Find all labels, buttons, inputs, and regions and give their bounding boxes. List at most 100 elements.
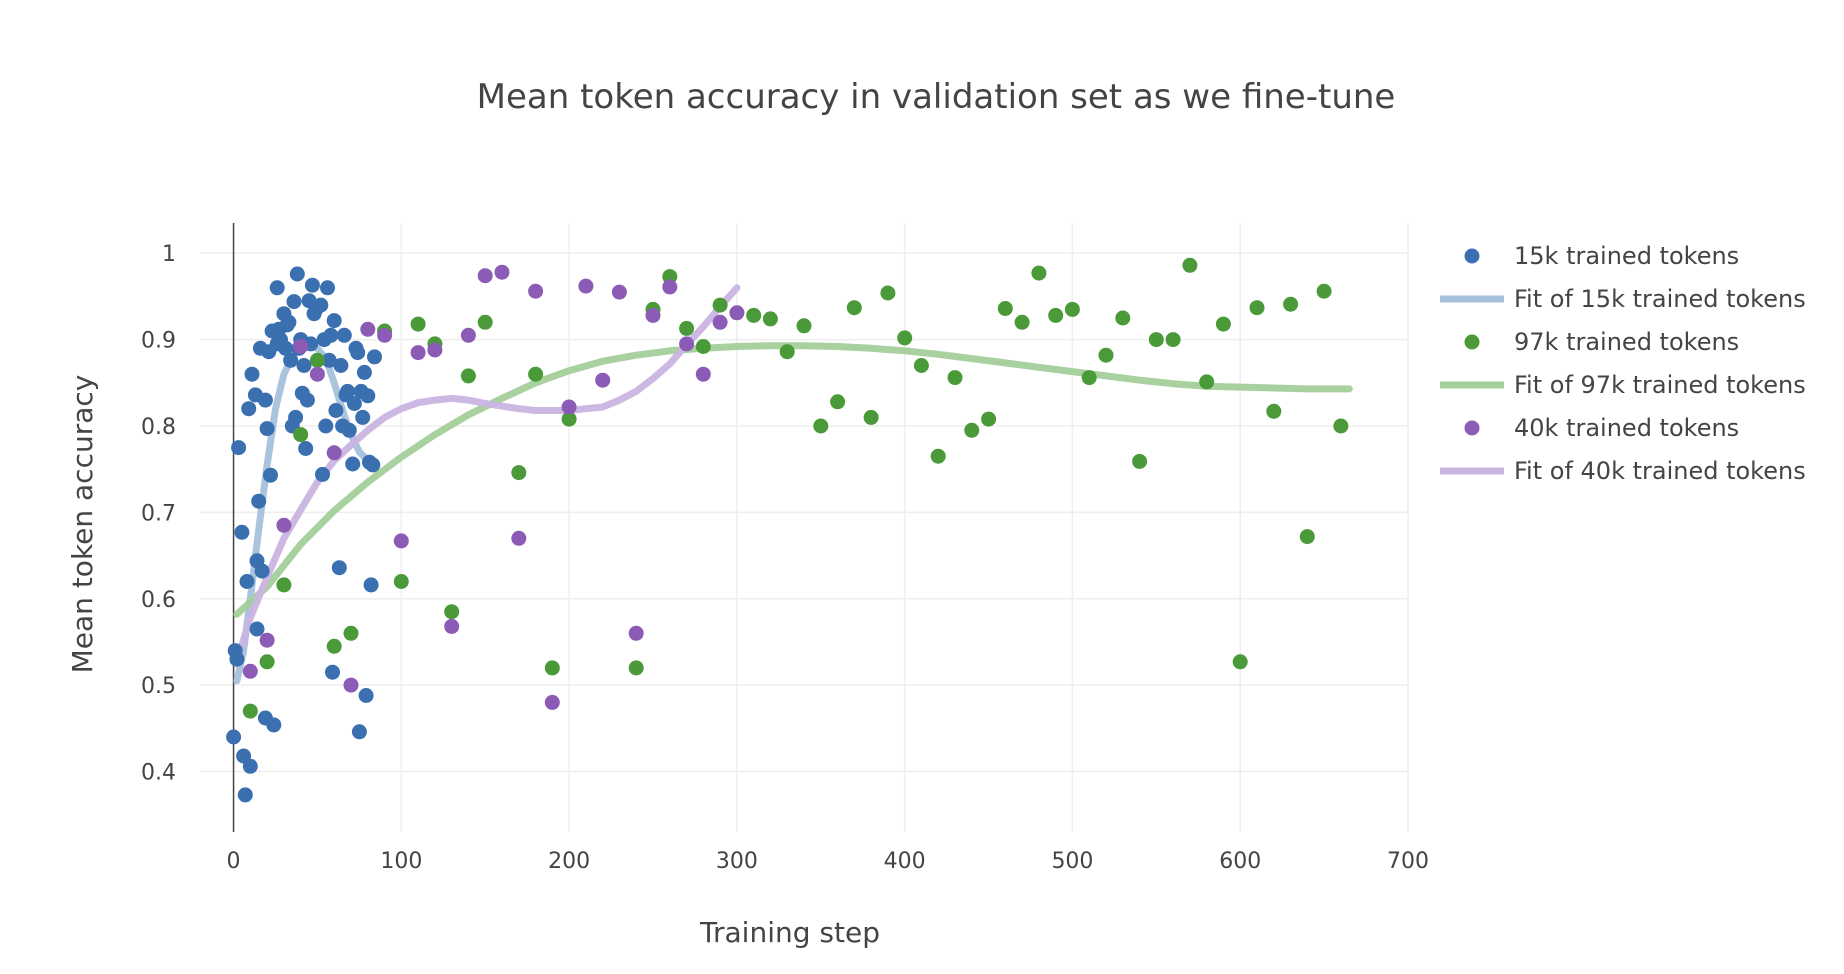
data-point [249,621,265,637]
data-point [628,660,644,676]
data-point [595,372,611,388]
series-line-fit-of-40k-trained-tokens [233,284,741,666]
y-tick-label: 0.6 [141,588,176,613]
x-tick-label: 100 [380,849,422,874]
data-point [345,456,361,472]
data-point [323,327,339,343]
series-line-fit-of-97k-trained-tokens [233,342,1353,618]
legend-item-40k-trained-tokens[interactable]: 40k trained tokens [1464,414,1740,442]
y-tick-label: 1 [162,242,176,267]
data-point [662,279,678,295]
legend-marker [1464,248,1480,264]
data-point [231,440,247,456]
data-point [315,466,330,482]
data-point [377,327,393,343]
data-point [981,411,997,427]
data-point [628,625,644,641]
data-point [244,366,260,382]
data-point [343,625,359,641]
legend-item-15k-trained-tokens[interactable]: 15k trained tokens [1464,242,1740,270]
legend-item-fit-of-15k-trained-tokens[interactable]: Fit of 15k trained tokens [1440,285,1806,313]
data-point [326,638,342,654]
y-tick-label: 0.4 [141,761,176,786]
data-point [762,311,778,327]
data-point [237,787,253,803]
legend-marker [1464,334,1480,350]
data-point [360,388,376,404]
data-point [241,401,257,417]
data-point [1182,257,1198,273]
data-point [320,280,335,296]
data-point [288,409,304,425]
data-point [242,703,258,719]
data-point [964,422,980,438]
data-point [712,297,728,313]
data-point [1148,332,1164,348]
data-point [263,467,278,483]
data-point [318,418,334,434]
data-point [242,758,258,774]
data-point [325,664,340,680]
legend-label: Fit of 97k trained tokens [1514,371,1806,399]
data-point [266,717,282,733]
data-point [341,422,357,438]
data-point [1115,310,1131,326]
data-point [259,654,275,670]
data-point [328,403,344,418]
data-point [298,441,314,456]
data-point [259,421,275,437]
data-point [427,342,443,358]
data-point [286,294,302,310]
data-point [309,366,325,382]
data-point [343,677,359,693]
data-point [276,517,292,533]
legend-item-fit-of-97k-trained-tokens[interactable]: Fit of 97k trained tokens [1440,371,1806,399]
data-point [321,352,337,368]
data-point [830,394,846,410]
data-point [346,396,362,411]
data-point [662,269,678,285]
data-point [393,533,409,549]
data-point [1283,296,1299,312]
legend-item-fit-of-40k-trained-tokens[interactable]: Fit of 40k trained tokens [1440,457,1806,485]
data-point [326,445,342,461]
data-point [444,618,460,634]
data-point [293,339,309,354]
data-point [1081,370,1097,386]
data-point [561,399,577,415]
data-point [278,340,294,356]
data-point [544,660,560,676]
series-97k-trained-tokens [242,257,1349,719]
data-point [299,392,315,408]
data-point [930,448,946,464]
x-axis-title: Training step [699,916,880,949]
data-point [393,574,409,589]
data-point [363,577,379,593]
data-point [1014,314,1030,330]
data-point [578,278,594,294]
data-point [242,663,258,679]
data-point [477,268,493,284]
data-point [355,409,371,425]
legend-item-97k-trained-tokens[interactable]: 97k trained tokens [1464,328,1740,356]
data-point [913,358,929,373]
data-point [251,493,267,509]
y-axis-title: Mean token accuracy [66,375,99,674]
series-15k-trained-tokens [226,266,382,803]
data-point [1266,403,1282,419]
data-point [296,358,312,373]
data-point [234,524,250,540]
data-point [460,327,476,343]
data-point [1199,374,1215,390]
data-point [356,364,372,380]
data-point [611,284,627,300]
data-point [746,307,762,323]
data-point [729,305,745,321]
data-point [1333,418,1349,434]
data-point [1098,347,1114,363]
data-point [863,409,879,425]
data-point [796,318,812,334]
data-point [779,344,795,360]
